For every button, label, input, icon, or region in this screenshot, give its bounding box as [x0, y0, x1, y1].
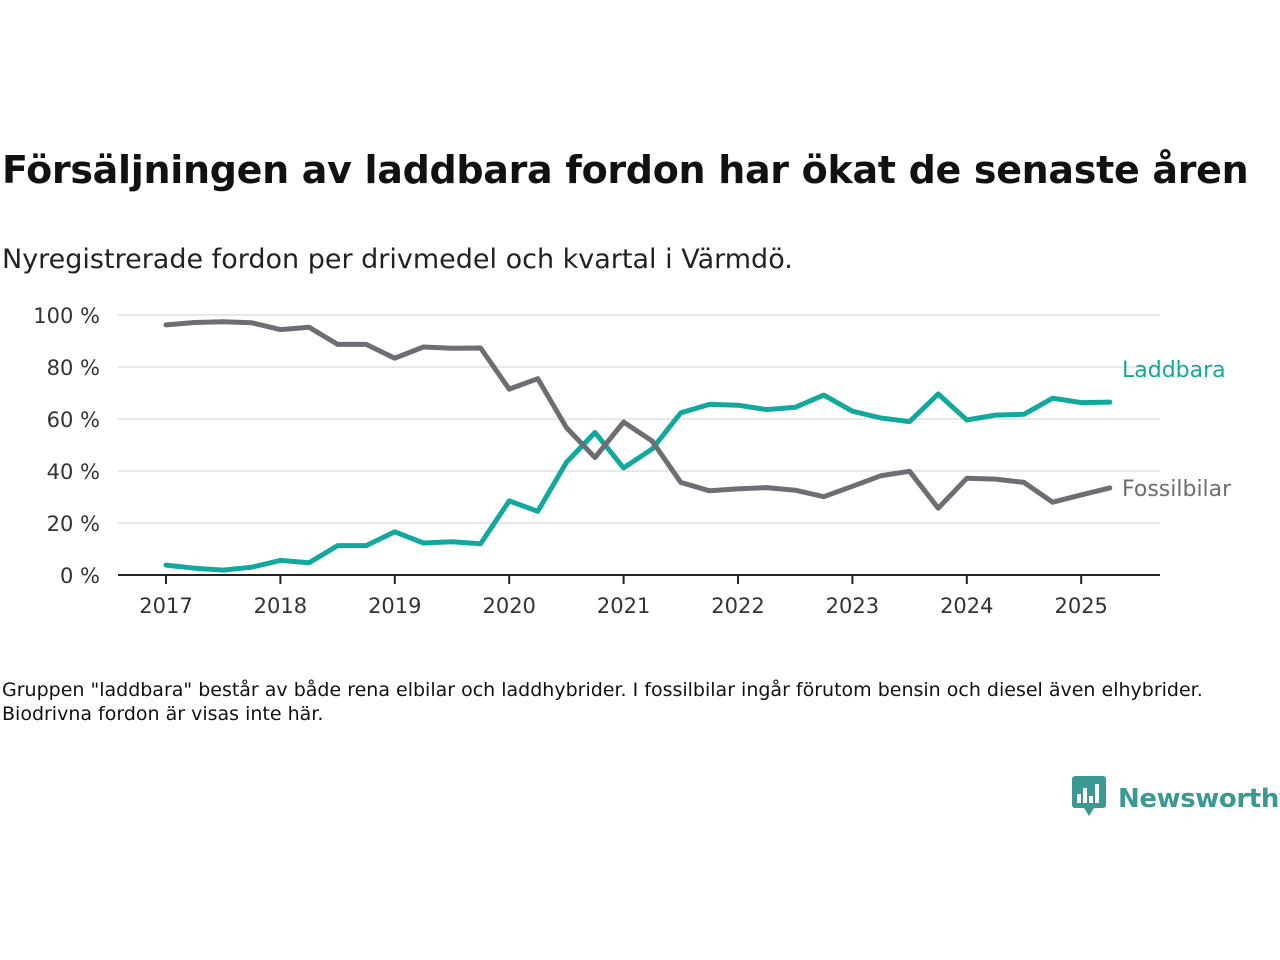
chart-subtitle: Nyregistrerade fordon per drivmedel och … [2, 244, 793, 275]
x-tick-label: 2021 [597, 594, 650, 618]
x-tick-label: 2024 [940, 594, 993, 618]
newsworthy-logo-icon [1072, 776, 1108, 822]
series-label-fossilbilar: Fossilbilar [1122, 477, 1232, 502]
series-label-laddbara: Laddbara [1122, 358, 1226, 383]
y-tick-label: 20 % [47, 512, 100, 536]
x-tick-label: 2018 [254, 594, 307, 618]
y-tick-label: 80 % [47, 356, 100, 380]
x-tick-label: 2023 [826, 594, 879, 618]
series-labels: Laddbara Fossilbilar [1122, 358, 1232, 502]
footnote: Gruppen "laddbara" består av både rena e… [2, 679, 1203, 725]
y-tick-label: 100 % [33, 304, 100, 328]
x-axis: 2017 2018 2019 2020 2021 2022 2023 2024 2025 [118, 574, 1160, 618]
line-chart: 0 % 20 % 40 % 60 % 80 % 100 % 2017 2018 2019 202… [33, 304, 1232, 618]
chart-title: Försäljningen av laddbara fordon har öka… [2, 148, 1249, 192]
brand-name: Newsworthy [1118, 784, 1280, 814]
y-tick-label: 0 % [60, 564, 100, 588]
x-tick-label: 2020 [482, 594, 535, 618]
series-line-fossilbilar [163, 319, 1113, 511]
y-tick-label: 40 % [47, 460, 100, 484]
brand-logo[interactable]: Newsworthy [1072, 776, 1280, 822]
series-lines [163, 319, 1113, 573]
x-tick-label: 2025 [1054, 594, 1107, 618]
grid-lines [118, 314, 1160, 524]
x-tick-label: 2022 [711, 594, 764, 618]
y-axis-ticks: 0 % 20 % 40 % 60 % 80 % 100 % [33, 304, 100, 588]
x-tick-label: 2019 [368, 594, 421, 618]
x-tick-label: 2017 [139, 594, 192, 618]
series-line-laddbara [163, 391, 1113, 573]
y-tick-label: 60 % [47, 408, 100, 432]
